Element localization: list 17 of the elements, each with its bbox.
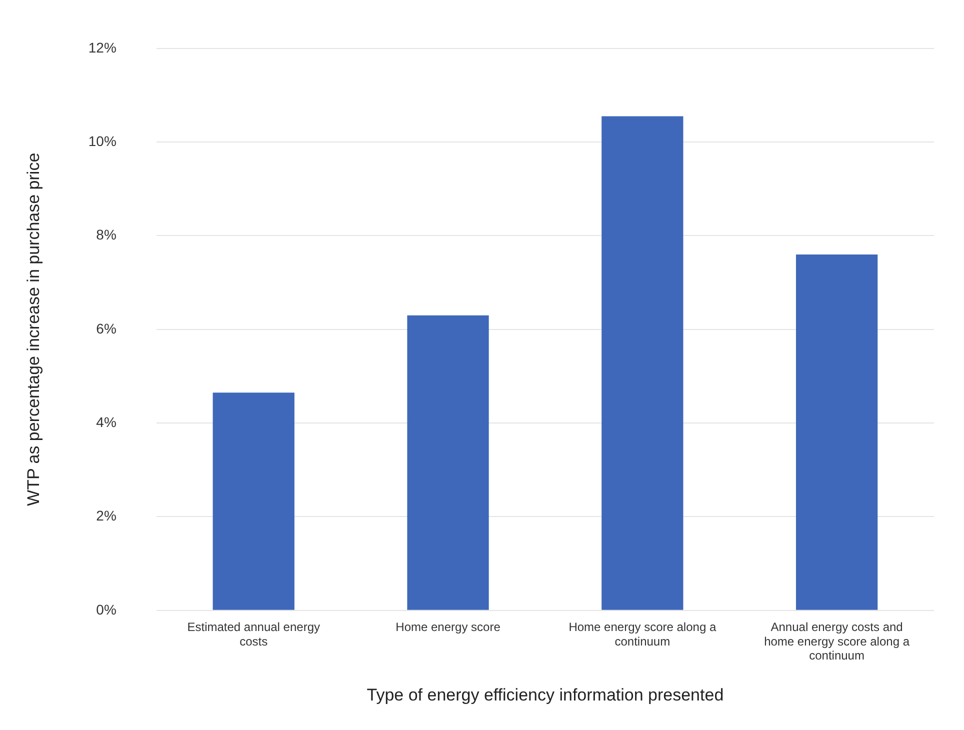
x-tick-label: Annual energy costs and home energy score along a continuum: [764, 620, 910, 663]
bar: [407, 315, 489, 610]
bar: [602, 116, 684, 610]
y-tick-label: 8%: [96, 226, 116, 243]
x-tick-label: Home energy score: [396, 620, 501, 634]
y-tick-label: 10%: [88, 132, 116, 149]
y-axis-title: WTP as percentage increase in purchase price: [24, 152, 43, 506]
y-tick-label: 4%: [96, 414, 116, 430]
bar: [212, 392, 294, 610]
x-tick-label: Estimated annual energy costs: [187, 620, 320, 648]
y-tick-label: 12%: [88, 39, 116, 56]
x-axis-title: Type of energy efficiency information presented: [366, 685, 724, 704]
x-tick-label: Home energy score along a continuum: [568, 620, 716, 648]
bar: [796, 254, 878, 610]
y-tick-label: 6%: [96, 320, 116, 336]
y-tick-label: 0%: [96, 601, 116, 618]
y-tick-label: 2%: [96, 508, 116, 524]
